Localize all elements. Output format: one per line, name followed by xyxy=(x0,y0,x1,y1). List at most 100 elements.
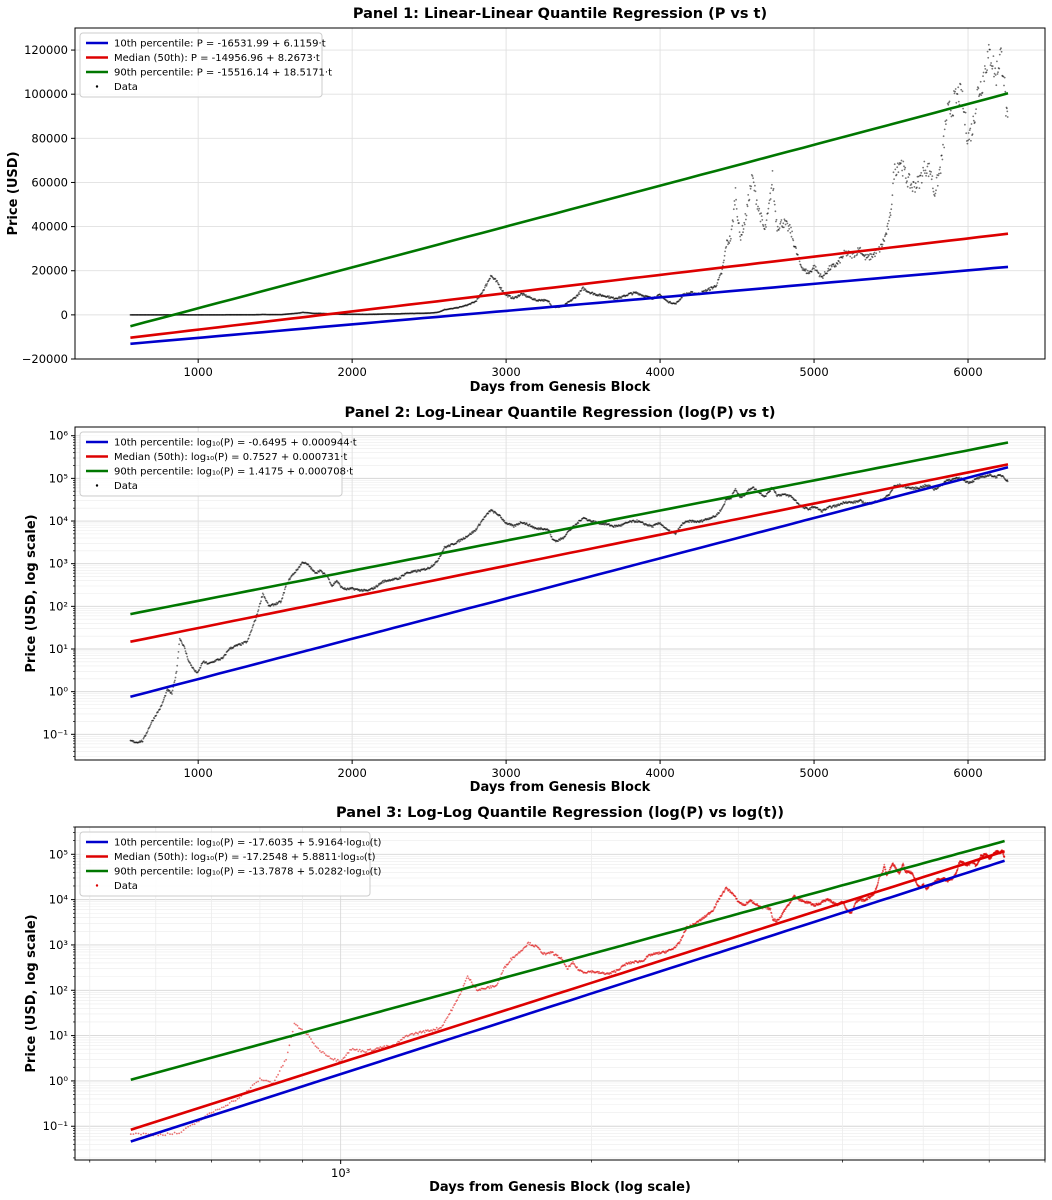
data-point xyxy=(1003,84,1005,87)
data-point xyxy=(718,512,721,514)
data-point xyxy=(513,956,516,959)
x-tick-label: 6000 xyxy=(953,766,982,780)
data-point xyxy=(714,905,717,908)
data-point xyxy=(996,476,998,479)
data-point xyxy=(809,508,812,511)
data-point xyxy=(862,500,864,503)
data-point xyxy=(187,1125,190,1128)
data-point xyxy=(522,948,525,950)
x-tick-label: 3000 xyxy=(491,365,520,379)
data-point xyxy=(265,1079,268,1082)
data-point xyxy=(795,499,797,502)
data-point xyxy=(765,495,767,497)
data-point xyxy=(731,219,734,222)
data-point xyxy=(247,637,250,640)
data-point xyxy=(433,563,436,566)
data-point xyxy=(936,184,939,187)
data-point xyxy=(769,490,772,493)
data-point xyxy=(813,264,816,267)
data-point xyxy=(991,65,994,67)
data-point xyxy=(659,521,661,524)
data-point xyxy=(483,289,486,291)
data-point xyxy=(240,644,243,646)
data-point xyxy=(413,1032,416,1035)
data-point xyxy=(285,1058,287,1061)
data-point xyxy=(762,225,765,228)
data-points xyxy=(129,849,1006,1137)
data-point xyxy=(445,1017,448,1020)
data-point xyxy=(423,1031,426,1034)
data-point xyxy=(935,176,938,179)
data-point xyxy=(853,905,856,907)
x-tick-label: 5000 xyxy=(799,365,828,379)
data-point xyxy=(162,1134,164,1136)
data-point xyxy=(666,300,669,302)
data-point xyxy=(773,200,776,203)
data-point xyxy=(219,658,222,661)
data-point xyxy=(860,499,863,502)
y-tick-label: 10¹ xyxy=(49,1029,68,1043)
data-point xyxy=(719,510,722,513)
data-point xyxy=(770,912,773,914)
legend-entry: Data xyxy=(114,481,138,492)
data-point xyxy=(776,230,778,232)
data-point xyxy=(768,202,770,205)
data-point xyxy=(728,235,731,238)
data-point xyxy=(920,181,923,184)
data-point xyxy=(975,108,977,110)
data-point xyxy=(760,492,762,494)
data-point xyxy=(925,172,928,175)
data-point xyxy=(678,300,680,302)
data-point xyxy=(835,505,838,508)
data-point xyxy=(135,1132,137,1135)
data-point xyxy=(481,291,484,294)
data-point xyxy=(146,730,149,732)
data-point xyxy=(365,1051,368,1053)
data-point xyxy=(990,62,992,64)
data-point xyxy=(752,486,755,489)
data-point xyxy=(679,940,681,943)
data-point xyxy=(905,181,908,184)
data-point xyxy=(225,653,227,656)
data-point xyxy=(178,637,181,640)
data-point xyxy=(987,43,990,46)
data-point xyxy=(636,519,638,521)
data-point xyxy=(690,521,693,523)
data-point xyxy=(307,563,310,566)
data-point xyxy=(182,1129,185,1131)
data-point xyxy=(716,513,719,516)
data-point xyxy=(177,657,179,659)
data-point xyxy=(759,220,762,223)
data-point xyxy=(888,493,891,496)
data-point xyxy=(144,734,147,737)
data-point xyxy=(332,1058,335,1061)
data-point xyxy=(954,90,956,93)
data-point xyxy=(194,669,197,672)
data-point xyxy=(443,547,445,550)
data-point xyxy=(884,868,887,871)
data-point xyxy=(962,107,964,110)
legend-entry: Data xyxy=(114,82,138,93)
panel-title: Panel 1: Linear-Linear Quantile Regressi… xyxy=(353,6,767,22)
data-point xyxy=(264,1079,266,1082)
data-point xyxy=(300,563,302,566)
data-point xyxy=(750,185,753,188)
data-point xyxy=(755,199,758,202)
data-point xyxy=(787,225,790,227)
data-point xyxy=(446,1016,449,1018)
data-point xyxy=(735,208,738,210)
data-point xyxy=(502,969,504,972)
data-point xyxy=(881,245,883,248)
data-point xyxy=(970,123,973,125)
data-point xyxy=(252,623,255,626)
data-point xyxy=(487,986,490,988)
data-point xyxy=(903,168,906,171)
data-point xyxy=(357,1050,360,1053)
data-point xyxy=(732,208,735,211)
data-point xyxy=(516,954,518,956)
data-point xyxy=(297,568,299,571)
data-point xyxy=(361,1049,364,1052)
data-point xyxy=(778,227,781,230)
data-point xyxy=(261,592,264,595)
